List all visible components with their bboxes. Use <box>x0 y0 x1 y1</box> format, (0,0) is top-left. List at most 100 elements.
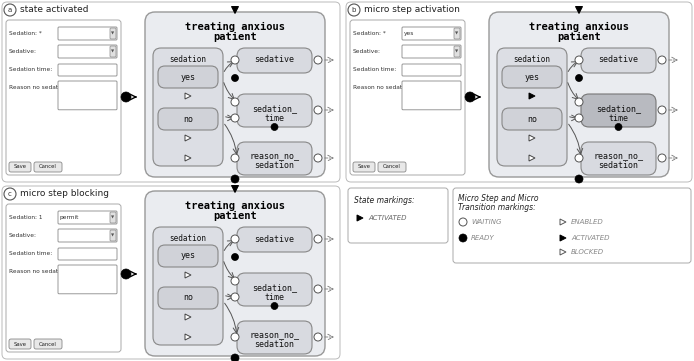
FancyBboxPatch shape <box>489 12 669 177</box>
FancyBboxPatch shape <box>346 2 692 182</box>
Text: Save: Save <box>13 342 26 347</box>
Text: Sedative:: Sedative: <box>9 49 37 53</box>
Text: yes: yes <box>180 252 196 261</box>
Circle shape <box>231 175 239 183</box>
FancyBboxPatch shape <box>145 191 325 356</box>
Circle shape <box>314 56 322 64</box>
Text: Save: Save <box>13 165 26 170</box>
FancyBboxPatch shape <box>453 188 691 263</box>
Text: Sedation: 1: Sedation: 1 <box>9 214 42 219</box>
Text: no: no <box>183 114 193 123</box>
FancyBboxPatch shape <box>581 48 656 73</box>
FancyBboxPatch shape <box>158 66 218 88</box>
FancyBboxPatch shape <box>58 248 117 260</box>
Text: c: c <box>8 191 12 197</box>
Text: Sedation time:: Sedation time: <box>353 66 396 71</box>
FancyBboxPatch shape <box>502 66 562 88</box>
Polygon shape <box>529 155 535 161</box>
Text: sedation: sedation <box>255 161 294 170</box>
FancyBboxPatch shape <box>110 230 116 241</box>
Text: b: b <box>352 7 356 13</box>
Text: Sedation time:: Sedation time: <box>9 251 52 256</box>
FancyBboxPatch shape <box>153 48 223 166</box>
Circle shape <box>314 154 322 162</box>
Circle shape <box>459 234 467 242</box>
Text: patient: patient <box>213 211 257 221</box>
Circle shape <box>575 56 583 64</box>
Circle shape <box>314 235 322 243</box>
Text: BLOCKED: BLOCKED <box>571 249 604 255</box>
FancyBboxPatch shape <box>34 162 62 172</box>
FancyBboxPatch shape <box>6 204 121 352</box>
Text: sedation_: sedation_ <box>252 104 297 113</box>
Text: a: a <box>8 7 12 13</box>
Circle shape <box>465 92 475 102</box>
Text: Reason no sedation:: Reason no sedation: <box>9 84 69 90</box>
Text: micro step activation: micro step activation <box>364 5 460 14</box>
Circle shape <box>575 98 583 106</box>
Circle shape <box>231 98 239 106</box>
Text: Sedation: *: Sedation: * <box>9 31 42 36</box>
Circle shape <box>121 269 131 279</box>
FancyBboxPatch shape <box>110 28 116 39</box>
Circle shape <box>231 56 239 64</box>
FancyBboxPatch shape <box>58 229 117 242</box>
FancyBboxPatch shape <box>402 27 461 40</box>
Text: ACTIVATED: ACTIVATED <box>571 235 609 241</box>
FancyBboxPatch shape <box>6 20 121 175</box>
Text: ENABLED: ENABLED <box>571 219 604 225</box>
Text: reason_no_: reason_no_ <box>593 151 643 160</box>
Circle shape <box>314 333 322 341</box>
Text: time: time <box>609 114 629 123</box>
FancyBboxPatch shape <box>581 142 656 175</box>
FancyBboxPatch shape <box>502 108 562 130</box>
Polygon shape <box>560 249 566 255</box>
Circle shape <box>231 277 239 285</box>
Polygon shape <box>185 334 191 340</box>
FancyBboxPatch shape <box>58 265 117 294</box>
Circle shape <box>271 303 278 309</box>
Polygon shape <box>529 93 535 99</box>
FancyBboxPatch shape <box>9 162 31 172</box>
Text: reason_no_: reason_no_ <box>250 330 300 339</box>
Text: Reason no sedation:: Reason no sedation: <box>9 269 69 274</box>
Circle shape <box>271 123 278 130</box>
Text: yes: yes <box>404 31 414 36</box>
FancyBboxPatch shape <box>158 245 218 267</box>
FancyBboxPatch shape <box>145 12 325 177</box>
Circle shape <box>314 106 322 114</box>
Circle shape <box>575 114 583 122</box>
Text: time: time <box>264 293 285 302</box>
Polygon shape <box>185 93 191 99</box>
FancyBboxPatch shape <box>454 28 460 39</box>
FancyBboxPatch shape <box>110 46 116 57</box>
Text: ▼: ▼ <box>112 31 115 35</box>
Circle shape <box>575 74 582 82</box>
Text: READY: READY <box>471 235 495 241</box>
Text: sedation: sedation <box>169 234 207 243</box>
Text: Micro Step and Micro: Micro Step and Micro <box>458 194 539 203</box>
Polygon shape <box>575 6 582 13</box>
FancyBboxPatch shape <box>2 186 340 359</box>
Text: sedative: sedative <box>255 235 294 244</box>
Text: Transition markings:: Transition markings: <box>458 203 536 212</box>
FancyBboxPatch shape <box>158 108 218 130</box>
Text: treating anxious: treating anxious <box>185 22 285 32</box>
Text: WAITING: WAITING <box>471 219 501 225</box>
FancyBboxPatch shape <box>402 64 461 76</box>
FancyBboxPatch shape <box>348 188 448 243</box>
Text: sedation: sedation <box>598 161 638 170</box>
FancyBboxPatch shape <box>58 45 117 58</box>
Circle shape <box>575 154 583 162</box>
FancyBboxPatch shape <box>353 162 375 172</box>
Text: treating anxious: treating anxious <box>185 201 285 211</box>
Circle shape <box>231 235 239 243</box>
Text: Reason no sedation:: Reason no sedation: <box>353 84 413 90</box>
FancyBboxPatch shape <box>454 46 460 57</box>
Text: yes: yes <box>525 73 539 82</box>
Circle shape <box>4 4 16 16</box>
Text: Sedation time:: Sedation time: <box>9 66 52 71</box>
Text: ▼: ▼ <box>455 31 459 35</box>
Circle shape <box>231 154 239 162</box>
FancyBboxPatch shape <box>237 94 312 127</box>
